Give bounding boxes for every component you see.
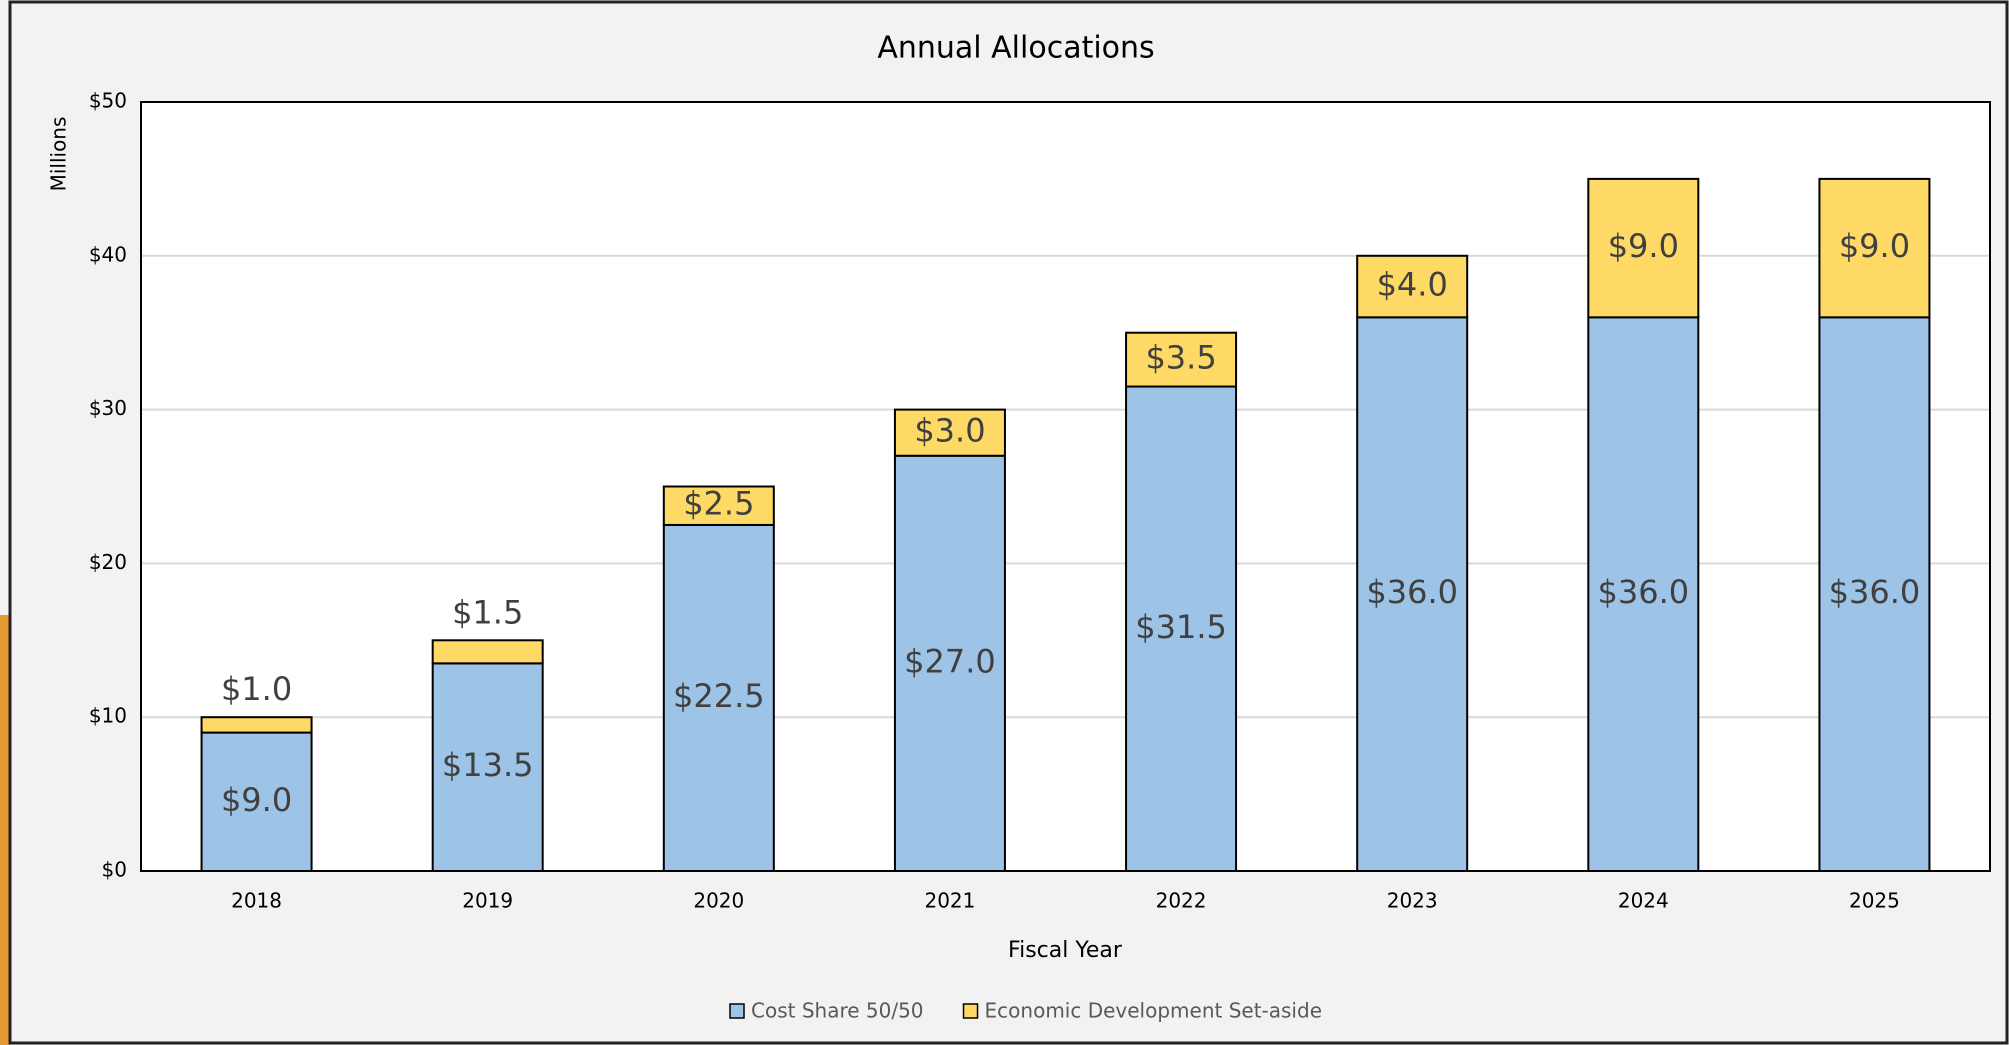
legend-label: Cost Share 50/50 [751,999,924,1023]
data-label: $13.5 [442,746,534,784]
legend-label: Economic Development Set-aside [985,999,1322,1023]
data-label: $1.5 [452,593,523,631]
legend-swatch [729,1003,745,1019]
bar-segment [1125,385,1238,872]
y-axis-label: Millions [47,117,71,192]
frame [8,0,2009,1045]
x-tick-label: 2022 [1156,889,1207,913]
x-tick-label: 2024 [1618,889,1669,913]
data-label: $9.0 [1839,227,1910,265]
data-label: $9.0 [1608,227,1679,265]
bar-segment [1818,316,1931,872]
x-axis-label: Fiscal Year [1008,938,1123,963]
data-label: $3.5 [1145,339,1216,377]
bar-segment [893,454,1006,872]
x-tick-label: 2021 [924,889,975,913]
data-label: $1.0 [221,670,292,708]
x-tick-label: 2018 [231,889,282,913]
bar-segment [893,408,1006,457]
data-label: $27.0 [904,642,996,680]
y-tick-label: $0 [102,858,127,882]
data-label: $31.5 [1135,608,1227,646]
legend-swatch [962,1003,979,1019]
data-label: $36.0 [1366,573,1458,611]
bar-segment [1818,177,1931,319]
plot-area [141,102,1990,871]
plot-border [140,101,1991,872]
data-label: $3.0 [914,412,985,450]
bar-segment [1587,177,1700,319]
x-tick-label: 2025 [1849,889,1900,913]
y-tick-label: $50 [89,89,127,113]
bar-segment [1587,316,1700,872]
bar-segment [200,731,313,873]
x-tick-label: 2023 [1387,889,1438,913]
data-label: $36.0 [1829,573,1921,611]
x-tick-label: 2019 [462,889,513,913]
side-strip [0,615,10,1045]
y-tick-label: $30 [89,396,127,420]
y-tick-label: $40 [89,242,127,266]
bar-segment [1356,254,1469,319]
data-label: $2.5 [683,485,754,523]
data-label: $4.0 [1377,266,1448,304]
data-label: $9.0 [221,781,292,819]
data-label: $36.0 [1598,573,1690,611]
bar-segment [431,639,544,665]
y-tick-label: $10 [89,704,127,728]
data-label: $22.5 [673,677,765,715]
chart-title: Annual Allocations [877,31,1154,66]
bar-segment [662,485,775,526]
bar-segment [200,716,313,734]
bar-segment [1125,331,1238,388]
x-tick-label: 2020 [693,889,744,913]
y-tick-label: $20 [89,550,127,574]
